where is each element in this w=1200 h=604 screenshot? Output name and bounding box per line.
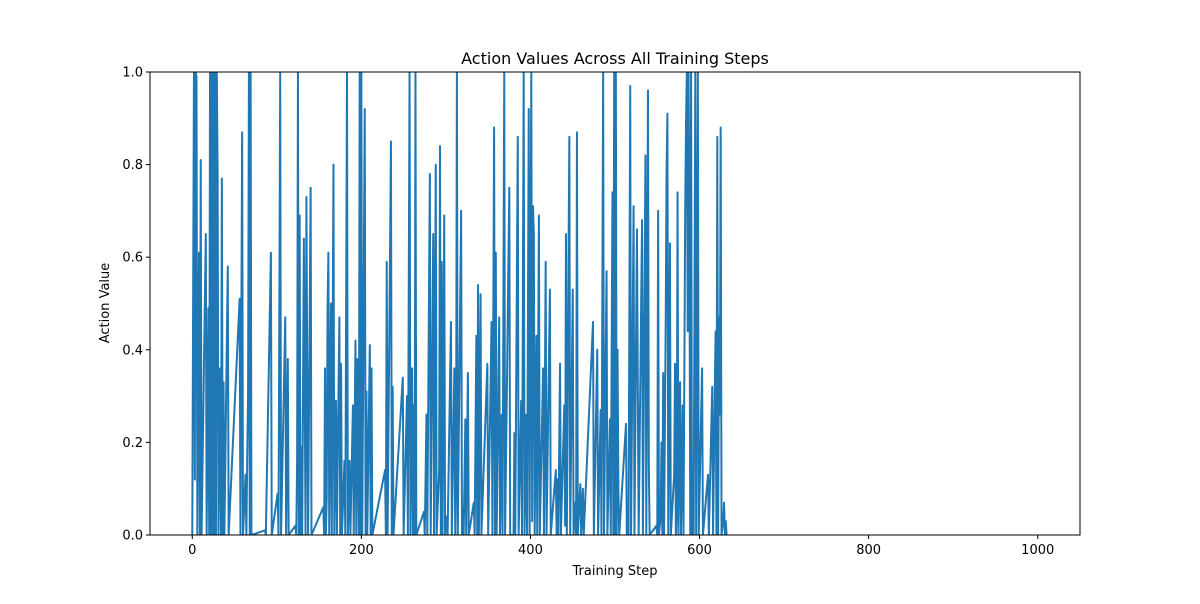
x-tick-label: 400: [518, 543, 543, 558]
x-tick-label: 200: [349, 543, 374, 558]
x-tick-label: 800: [856, 543, 881, 558]
x-tick-label: 0: [188, 543, 196, 558]
chart-title: Action Values Across All Training Steps: [461, 49, 769, 68]
x-tick-label: 600: [687, 543, 712, 558]
y-tick-label: 0.0: [122, 529, 143, 544]
y-axis-label: Action Value: [98, 263, 113, 344]
y-tick-label: 0.2: [122, 436, 143, 451]
x-tick-label: 1000: [1021, 543, 1054, 558]
y-tick-label: 0.6: [122, 251, 143, 266]
y-tick-label: 0.8: [122, 158, 143, 173]
y-tick-label: 1.0: [122, 66, 143, 81]
y-tick-label: 0.4: [122, 343, 143, 358]
plot-frame: [149, 71, 1081, 536]
plot-area: [191, 72, 728, 535]
series-line-0: [191, 72, 728, 535]
axes: 0 200 400 600 800 1000 0.0 0.2 0.4 0.6 0.8 1.0: [122, 66, 1081, 558]
x-axis-label: Training Step: [571, 564, 657, 579]
